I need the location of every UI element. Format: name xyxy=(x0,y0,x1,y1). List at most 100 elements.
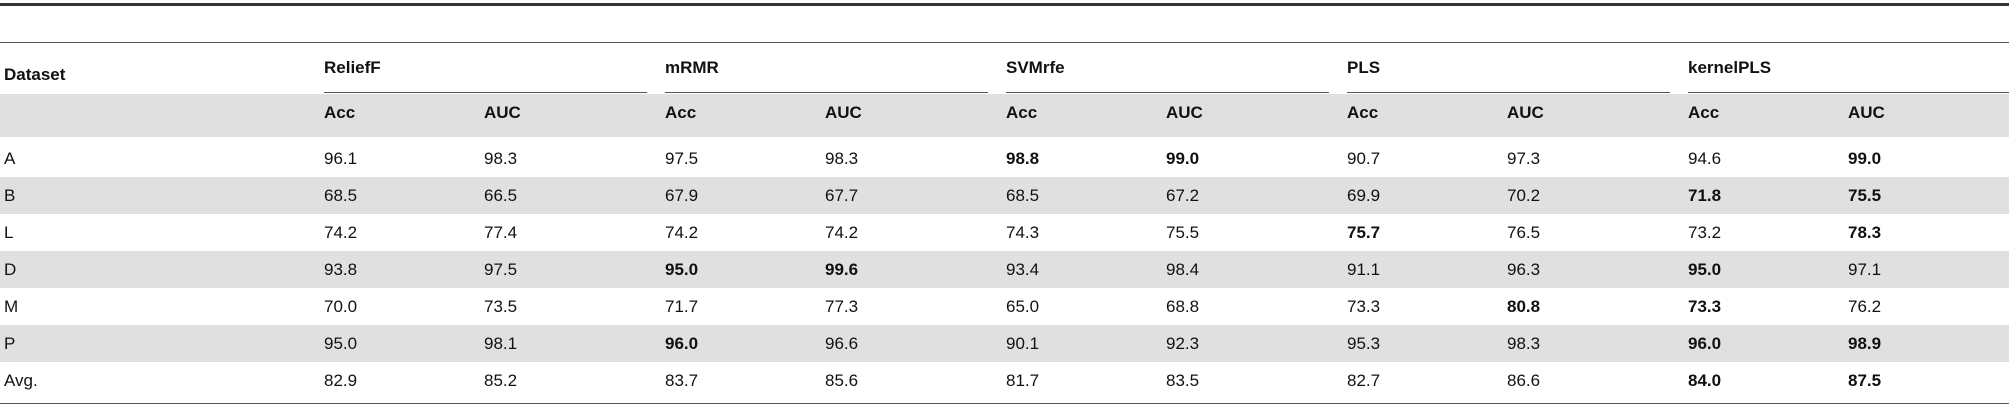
cell: 68.8 xyxy=(1166,297,1200,316)
column-header: AUC xyxy=(1507,103,1544,122)
cell: 71.7 xyxy=(665,297,699,316)
cell: 96.0 xyxy=(665,334,699,353)
cell: 87.5 xyxy=(1848,371,1882,390)
cell: 67.9 xyxy=(665,186,699,205)
cell: 91.1 xyxy=(1347,260,1381,279)
cell: 85.2 xyxy=(484,371,518,390)
top-rule xyxy=(0,3,2009,6)
cell: 83.5 xyxy=(1166,371,1200,390)
cell: 77.3 xyxy=(825,297,859,316)
header-rule xyxy=(0,42,2009,43)
cell: 73.3 xyxy=(1688,297,1722,316)
cell: 98.3 xyxy=(484,149,518,168)
column-header: AUC xyxy=(825,103,862,122)
column-header: Acc xyxy=(324,103,356,122)
cell: 76.5 xyxy=(1507,223,1541,242)
group-underline xyxy=(665,92,988,93)
cell: 73.2 xyxy=(1688,223,1722,242)
row-header: Dataset xyxy=(4,65,66,84)
column-header: Acc xyxy=(1006,103,1038,122)
cell: 98.9 xyxy=(1848,334,1882,353)
cell: 93.4 xyxy=(1006,260,1040,279)
cell: 85.6 xyxy=(825,371,859,390)
cell: 73.3 xyxy=(1347,297,1381,316)
row-band xyxy=(0,177,2009,214)
cell: 98.4 xyxy=(1166,260,1200,279)
group-underline xyxy=(324,92,647,93)
cell: 92.3 xyxy=(1166,334,1200,353)
cell: 71.8 xyxy=(1688,186,1722,205)
group-underline xyxy=(1006,92,1329,93)
cell: 66.5 xyxy=(484,186,518,205)
cell: 96.1 xyxy=(324,149,358,168)
subheader-band xyxy=(0,94,2009,137)
cell: 95.0 xyxy=(324,334,358,353)
column-header: Acc xyxy=(1688,103,1720,122)
column-header: Acc xyxy=(1347,103,1379,122)
cell: 97.5 xyxy=(484,260,518,279)
cell: 96.3 xyxy=(1507,260,1541,279)
cell: 99.0 xyxy=(1848,149,1882,168)
cell: 70.2 xyxy=(1507,186,1541,205)
cell: 70.0 xyxy=(324,297,358,316)
cell: 98.8 xyxy=(1006,149,1040,168)
cell: 82.7 xyxy=(1347,371,1381,390)
row-band xyxy=(0,325,2009,362)
cell: 68.5 xyxy=(324,186,358,205)
row-label: B xyxy=(4,186,16,205)
column-header: AUC xyxy=(1848,103,1885,122)
cell: 73.5 xyxy=(484,297,518,316)
cell: 67.7 xyxy=(825,186,859,205)
cell: 84.0 xyxy=(1688,371,1722,390)
group-underline xyxy=(1347,92,1670,93)
cell: 68.5 xyxy=(1006,186,1040,205)
row-label: D xyxy=(4,260,17,279)
cell: 95.0 xyxy=(1688,260,1722,279)
cell: 98.3 xyxy=(1507,334,1541,353)
row-label: A xyxy=(4,149,16,168)
cell: 93.8 xyxy=(324,260,358,279)
cell: 81.7 xyxy=(1006,371,1040,390)
cell: 99.6 xyxy=(825,260,859,279)
cell: 83.7 xyxy=(665,371,699,390)
group-header: mRMR xyxy=(665,58,719,77)
cell: 74.2 xyxy=(825,223,859,242)
cell: 97.1 xyxy=(1848,260,1882,279)
cell: 75.5 xyxy=(1848,186,1882,205)
column-header: Acc xyxy=(665,103,697,122)
cell: 90.7 xyxy=(1347,149,1381,168)
cell: 77.4 xyxy=(484,223,518,242)
column-header: AUC xyxy=(1166,103,1203,122)
cell: 95.3 xyxy=(1347,334,1381,353)
cell: 86.6 xyxy=(1507,371,1541,390)
group-header: kernelPLS xyxy=(1688,58,1772,77)
cell: 74.3 xyxy=(1006,223,1040,242)
cell: 74.2 xyxy=(665,223,699,242)
cell: 97.3 xyxy=(1507,149,1541,168)
cell: 69.9 xyxy=(1347,186,1381,205)
cell: 98.1 xyxy=(484,334,518,353)
row-label: P xyxy=(4,334,16,353)
row-label: L xyxy=(4,223,14,242)
cell: 75.7 xyxy=(1347,223,1381,242)
cell: 94.6 xyxy=(1688,149,1722,168)
row-label: Avg. xyxy=(4,371,38,390)
cell: 97.5 xyxy=(665,149,699,168)
row-label: M xyxy=(4,297,19,316)
cell: 74.2 xyxy=(324,223,358,242)
cell: 90.1 xyxy=(1006,334,1040,353)
cell: 75.5 xyxy=(1166,223,1200,242)
group-header: ReliefF xyxy=(324,58,381,77)
cell: 98.3 xyxy=(825,149,859,168)
cell: 76.2 xyxy=(1848,297,1882,316)
group-underline xyxy=(1688,92,2009,93)
cell: 80.8 xyxy=(1507,297,1541,316)
bottom-rule xyxy=(0,403,2009,404)
cell: 82.9 xyxy=(324,371,358,390)
cell: 67.2 xyxy=(1166,186,1200,205)
cell: 95.0 xyxy=(665,260,699,279)
cell: 99.0 xyxy=(1166,149,1200,168)
cell: 65.0 xyxy=(1006,297,1040,316)
cell: 96.6 xyxy=(825,334,859,353)
